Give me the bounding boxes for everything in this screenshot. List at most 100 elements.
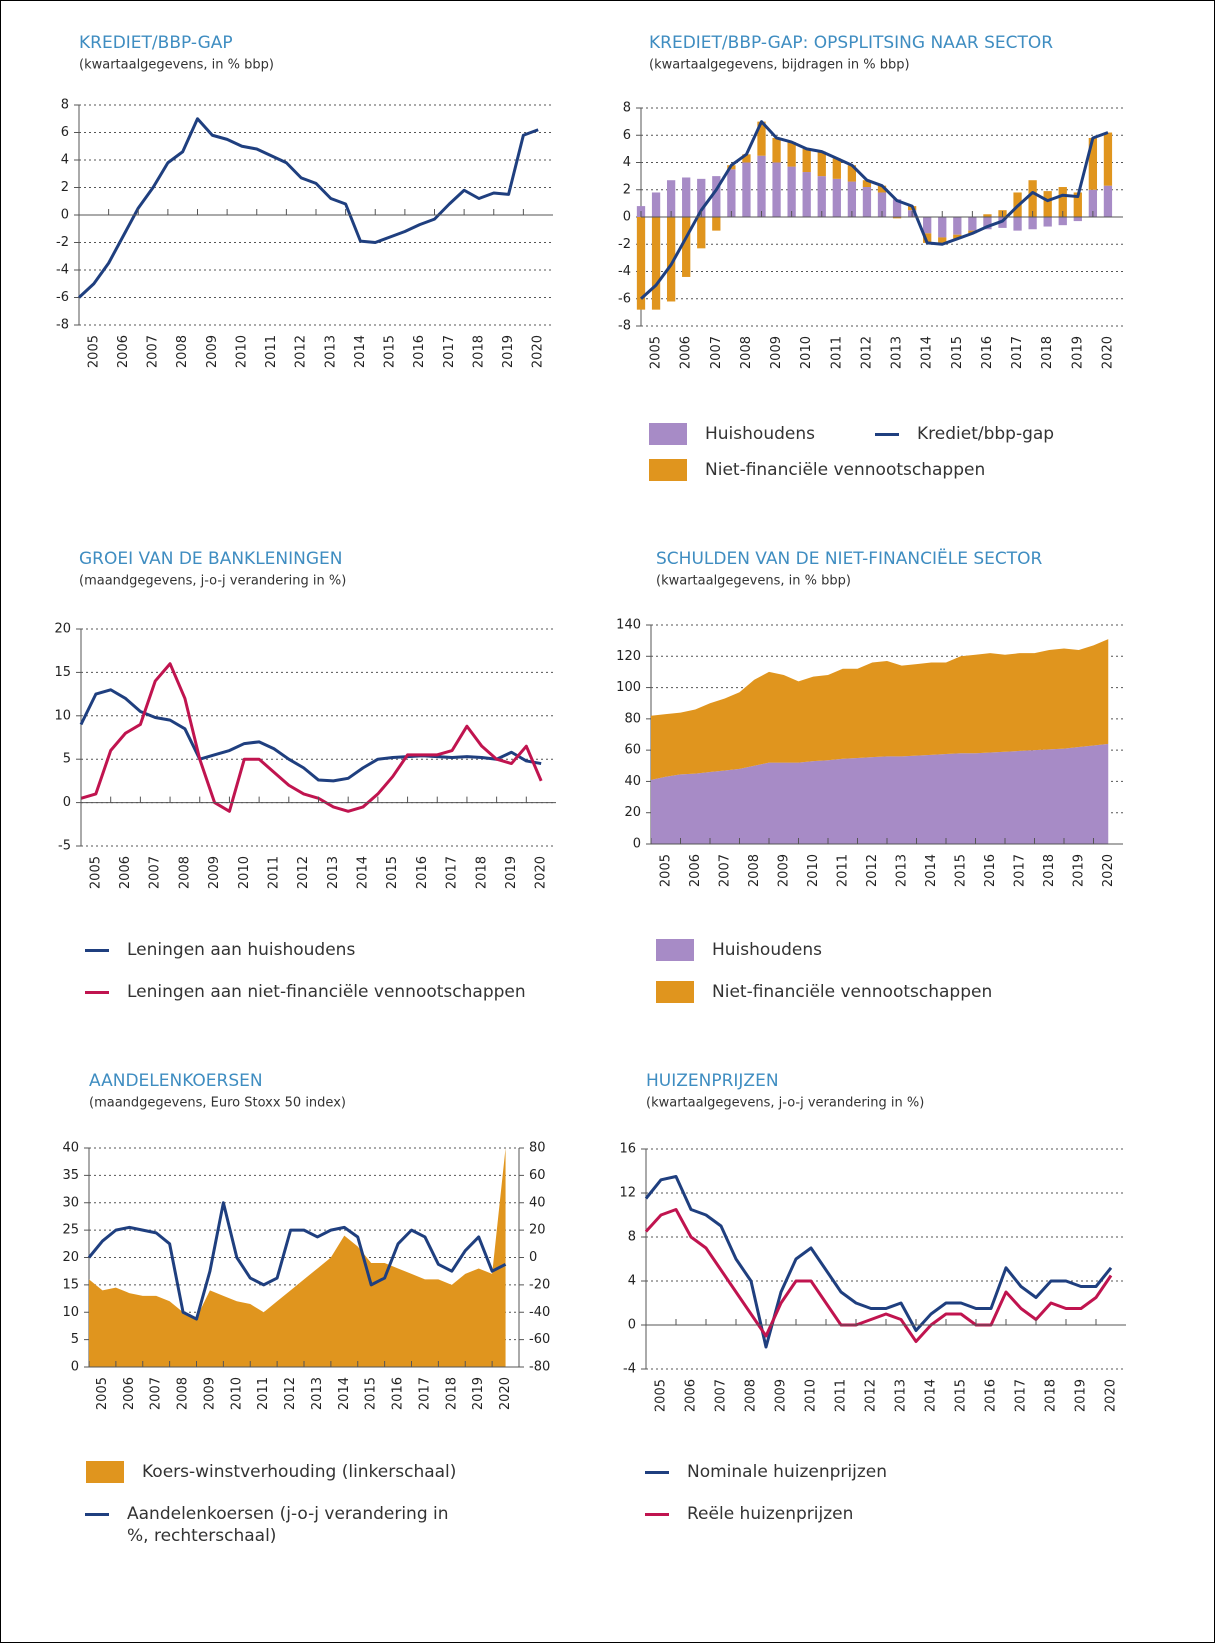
y-tick-label: 0 <box>63 795 71 810</box>
x-tick-label: 2013 <box>894 854 909 887</box>
x-tick-label: 2019 <box>501 335 516 368</box>
chart-subtitle: (kwartaalgegevens, in % bbp) <box>656 574 851 589</box>
x-tick-label: 2019 <box>1071 854 1086 887</box>
y-tick-label: 4 <box>623 155 631 170</box>
legend-item: Reële huizenprijzen <box>631 1503 853 1525</box>
y-tick-label: 16 <box>619 1142 636 1157</box>
chart-subtitle: (kwartaalgegevens, in % bbp) <box>79 58 274 73</box>
y-tick-label: 20 <box>624 805 641 820</box>
x-tick-label: 2017 <box>1012 854 1027 887</box>
bar <box>787 142 796 167</box>
bar <box>757 155 766 217</box>
bar <box>832 178 841 217</box>
x-tick-label: 2005 <box>88 856 103 889</box>
x-tick-label: 2018 <box>474 856 489 889</box>
legend-item: Krediet/bbp-gap <box>861 423 1054 445</box>
chart-title: HUIZENPRIJZEN <box>646 1071 779 1091</box>
bar <box>1043 217 1052 227</box>
x-tick-label: 2015 <box>383 335 398 368</box>
y-tick-label: -4 <box>618 264 631 279</box>
x-tick-label: 2005 <box>654 1379 669 1412</box>
legend-line <box>85 991 109 994</box>
x-tick-label: 2014 <box>356 856 371 889</box>
x-tick-label: 2019 <box>1074 1379 1089 1412</box>
x-tick-label: 2013 <box>323 335 338 368</box>
x-tick-label: 2018 <box>444 1377 459 1410</box>
x-tick-label: 2007 <box>717 854 732 887</box>
x-tick-label: 2009 <box>207 856 222 889</box>
bar <box>862 180 872 188</box>
y-tick-label: 8 <box>61 98 69 113</box>
y-tick-label: -6 <box>56 290 69 305</box>
x-tick-label: 2017 <box>1014 1379 1029 1412</box>
legend-label: Koers-winstverhouding (linkerschaal) <box>142 1462 457 1482</box>
x-tick-label: 2012 <box>864 1379 879 1412</box>
y-tick-label: 140 <box>616 618 641 633</box>
bar <box>712 217 721 231</box>
x-tick-label: 2010 <box>799 336 814 369</box>
x-tick-label: 2005 <box>649 336 664 369</box>
x-tick-label: 2016 <box>983 854 998 887</box>
x-tick-label: 2011 <box>834 1379 849 1412</box>
bar <box>1073 217 1082 222</box>
bar <box>1058 187 1067 217</box>
x-tick-label: 2016 <box>415 856 430 889</box>
legend-swatch <box>656 981 694 1003</box>
x-tick-label: 2016 <box>391 1377 406 1410</box>
x-tick-label: 2015 <box>953 854 968 887</box>
bar <box>787 166 796 217</box>
x-tick-label: 2010 <box>229 1377 244 1410</box>
x-tick-label: 2012 <box>283 1377 298 1410</box>
y-tick-label: 10 <box>62 1305 79 1320</box>
bar <box>666 180 676 217</box>
y-tick-label: 12 <box>619 1186 636 1201</box>
x-tick-label: 2006 <box>118 856 133 889</box>
y2-tick-label: 80 <box>529 1141 546 1156</box>
y-tick-label: 35 <box>62 1168 79 1183</box>
y-tick-label: 60 <box>624 743 641 758</box>
x-tick-label: 2010 <box>806 854 821 887</box>
legend-swatch <box>649 423 687 445</box>
x-tick-label: 2015 <box>364 1377 379 1410</box>
y-tick-label: -4 <box>623 1362 636 1377</box>
bar <box>697 178 706 217</box>
bar <box>892 217 902 219</box>
y-tick-label: 40 <box>624 774 641 789</box>
legend-swatch <box>656 939 694 961</box>
bar <box>968 217 977 231</box>
x-tick-label: 2015 <box>954 1379 969 1412</box>
chart-title: SCHULDEN VAN DE NIET-FINANCIËLE SECTOR <box>656 548 1043 569</box>
bar <box>832 158 841 179</box>
y-tick-label: 15 <box>62 1277 79 1292</box>
x-tick-label: 2007 <box>148 856 163 889</box>
legend-item: Leningen aan huishoudens <box>71 939 355 961</box>
x-tick-label: 2014 <box>353 335 368 368</box>
legend-line <box>875 433 899 436</box>
x-tick-label: 2019 <box>504 856 519 889</box>
chart-title: KREDIET/BBP-GAP <box>79 33 233 53</box>
x-tick-label: 2008 <box>739 336 754 369</box>
legend-label: Aandelenkoersen (j-o-j verandering in %,… <box>127 1504 449 1546</box>
x-tick-label: 2014 <box>920 336 935 369</box>
y-tick-label: 2 <box>623 182 631 197</box>
x-tick-label: 2005 <box>86 335 101 368</box>
bar <box>772 162 781 217</box>
bar <box>892 199 902 217</box>
x-tick-label: 2006 <box>679 336 694 369</box>
x-tick-label: 2012 <box>865 854 880 887</box>
bar <box>923 217 932 234</box>
y2-tick-label: -80 <box>529 1360 550 1375</box>
legend-line <box>85 949 109 952</box>
bar <box>877 185 887 193</box>
y-tick-label: 100 <box>616 680 641 695</box>
bar <box>712 176 721 217</box>
y-tick-label: -5 <box>58 839 71 854</box>
bar <box>953 234 962 239</box>
bar <box>817 176 826 217</box>
y-tick-label: -2 <box>56 235 69 250</box>
legend-item: Koers-winstverhouding (linkerschaal) <box>86 1461 456 1483</box>
legend-label: Huishoudens <box>705 424 815 444</box>
x-tick-label: 2008 <box>177 856 192 889</box>
bar <box>877 192 887 217</box>
